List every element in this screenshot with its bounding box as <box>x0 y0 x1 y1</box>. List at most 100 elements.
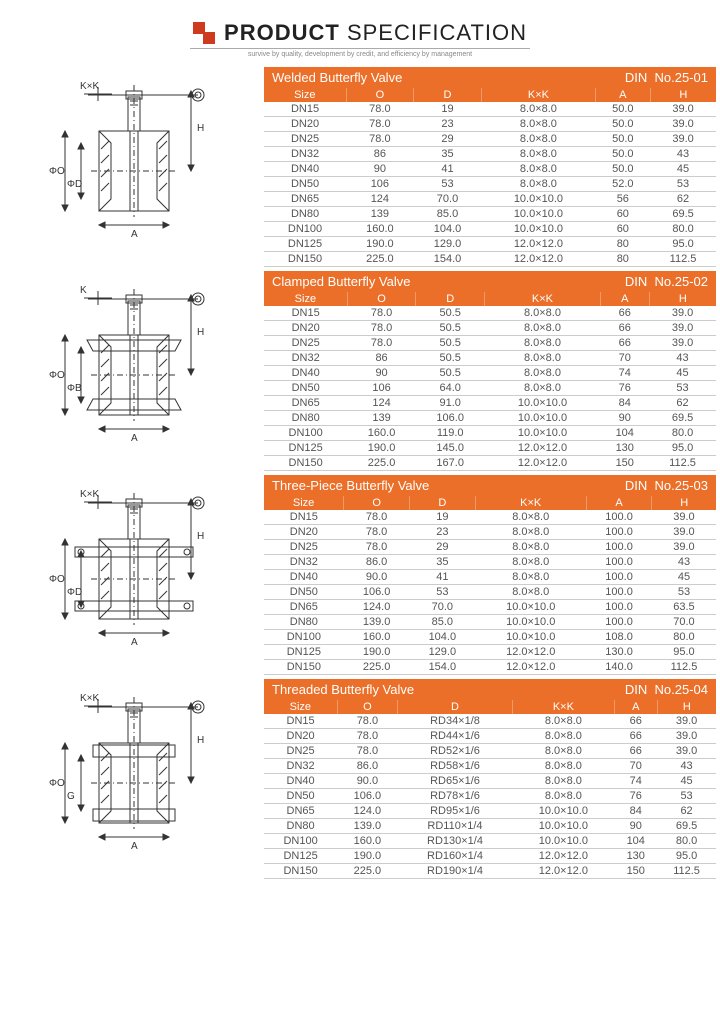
spec-section: K×K ΦO G H A Thr <box>4 679 716 879</box>
table-cell: 95.0 <box>649 441 716 456</box>
table-cell: 8.0×8.0 <box>512 789 614 804</box>
svg-text:ΦD: ΦD <box>67 179 82 190</box>
column-header: A <box>614 700 657 714</box>
table-cell: DN50 <box>264 177 346 192</box>
table-cell: 124 <box>346 192 414 207</box>
section-title-bar: Threaded Butterfly Valve DIN No.25-04 <box>264 679 716 700</box>
table-cell: 78.0 <box>337 714 397 729</box>
table-cell: 8.0×8.0 <box>485 351 601 366</box>
page-header: PRODUCT SPECIFICATION survive by quality… <box>0 0 720 67</box>
table-cell: 50.0 <box>596 147 651 162</box>
table-cell: 66 <box>614 729 657 744</box>
table-cell: 78.0 <box>346 132 414 147</box>
table-cell: 76 <box>614 789 657 804</box>
table-cell: DN50 <box>264 789 337 804</box>
table-cell: DN20 <box>264 525 344 540</box>
table-cell: 124.0 <box>344 600 410 615</box>
table-cell: 8.0×8.0 <box>512 759 614 774</box>
table-cell: 8.0×8.0 <box>475 585 586 600</box>
table-cell: DN65 <box>264 600 344 615</box>
column-header: A <box>600 292 649 306</box>
table-row: DN1578.0198.0×8.050.039.0 <box>264 102 716 117</box>
table-cell: 43 <box>652 555 716 570</box>
table-cell: 12.0×12.0 <box>475 660 586 675</box>
table-row: DN3286.0RD58×1/68.0×8.07043 <box>264 759 716 774</box>
table-cell: 62 <box>650 192 716 207</box>
table-panel: Three-Piece Butterfly Valve DIN No.25-03… <box>264 475 716 675</box>
table-row: DN100160.0104.010.0×10.06080.0 <box>264 222 716 237</box>
table-cell: 70 <box>600 351 649 366</box>
table-cell: DN125 <box>264 237 346 252</box>
table-cell: 8.0×8.0 <box>485 321 601 336</box>
table-cell: 45 <box>657 774 716 789</box>
table-row: DN125190.0145.012.0×12.013095.0 <box>264 441 716 456</box>
section-title-bar: Three-Piece Butterfly Valve DIN No.25-03 <box>264 475 716 496</box>
valve-diagram: K×K ΦO ΦD H A <box>24 71 244 261</box>
table-cell: DN100 <box>264 834 337 849</box>
table-cell: 225.0 <box>344 660 410 675</box>
table-cell: 19 <box>409 510 475 525</box>
table-row: DN100160.0119.010.0×10.010480.0 <box>264 426 716 441</box>
table-row: DN125190.0RD160×1/412.0×12.013095.0 <box>264 849 716 864</box>
table-row: DN1578.050.58.0×8.06639.0 <box>264 306 716 321</box>
table-row: DN100160.0104.010.0×10.0108.080.0 <box>264 630 716 645</box>
table-panel: Welded Butterfly Valve DIN No.25-01 Size… <box>264 67 716 267</box>
table-cell: 100.0 <box>586 555 652 570</box>
table-cell: 39.0 <box>657 714 716 729</box>
table-cell: 90.0 <box>344 570 410 585</box>
table-cell: 100.0 <box>586 585 652 600</box>
table-cell: 10.0×10.0 <box>512 819 614 834</box>
section-name: Welded Butterfly Valve <box>272 70 402 85</box>
spec-section: K×K ΦO ΦD H A Th <box>4 475 716 675</box>
table-cell: 190.0 <box>346 237 414 252</box>
table-cell: 62 <box>649 396 716 411</box>
table-cell: 39.0 <box>652 525 716 540</box>
table-cell: 39.0 <box>650 132 716 147</box>
table-row: DN125190.0129.012.0×12.08095.0 <box>264 237 716 252</box>
table-cell: 66 <box>614 714 657 729</box>
svg-text:ΦB: ΦB <box>67 383 82 394</box>
table-cell: DN80 <box>264 819 337 834</box>
table-cell: RD65×1/6 <box>398 774 513 789</box>
table-cell: DN150 <box>264 456 347 471</box>
table-cell: 12.0×12.0 <box>481 252 595 267</box>
table-cell: 106 <box>347 381 416 396</box>
table-cell: 106.0 <box>337 789 397 804</box>
table-cell: 225.0 <box>347 456 416 471</box>
table-cell: 39.0 <box>657 744 716 759</box>
table-cell: DN40 <box>264 366 347 381</box>
spec-table: SizeODK×KAH DN1578.0198.0×8.0100.039.0DN… <box>264 496 716 675</box>
section-number: DIN No.25-02 <box>625 274 708 289</box>
table-cell: DN15 <box>264 510 344 525</box>
column-header: Size <box>264 88 346 102</box>
table-cell: 29 <box>414 132 482 147</box>
table-row: DN4090418.0×8.050.045 <box>264 162 716 177</box>
table-cell: 104 <box>600 426 649 441</box>
table-cell: 19 <box>414 102 482 117</box>
table-cell: 112.5 <box>649 456 716 471</box>
table-cell: 66 <box>600 336 649 351</box>
table-cell: 139.0 <box>337 819 397 834</box>
table-cell: 10.0×10.0 <box>475 615 586 630</box>
table-cell: 56 <box>596 192 651 207</box>
table-cell: 66 <box>600 306 649 321</box>
table-cell: 8.0×8.0 <box>481 102 595 117</box>
table-cell: 100.0 <box>586 615 652 630</box>
table-cell: 45 <box>652 570 716 585</box>
table-cell: DN65 <box>264 192 346 207</box>
table-cell: 112.5 <box>652 660 716 675</box>
table-cell: DN80 <box>264 615 344 630</box>
table-cell: RD110×1/4 <box>398 819 513 834</box>
table-row: DN8013985.010.0×10.06069.5 <box>264 207 716 222</box>
column-header: D <box>416 292 485 306</box>
table-cell: 84 <box>614 804 657 819</box>
table-cell: 8.0×8.0 <box>485 381 601 396</box>
table-cell: 8.0×8.0 <box>512 714 614 729</box>
title-spec: SPECIFICATION <box>347 20 527 45</box>
table-cell: 167.0 <box>416 456 485 471</box>
table-cell: 50.5 <box>416 306 485 321</box>
table-cell: DN20 <box>264 729 337 744</box>
column-header: D <box>414 88 482 102</box>
table-cell: 66 <box>614 744 657 759</box>
table-cell: 8.0×8.0 <box>481 132 595 147</box>
